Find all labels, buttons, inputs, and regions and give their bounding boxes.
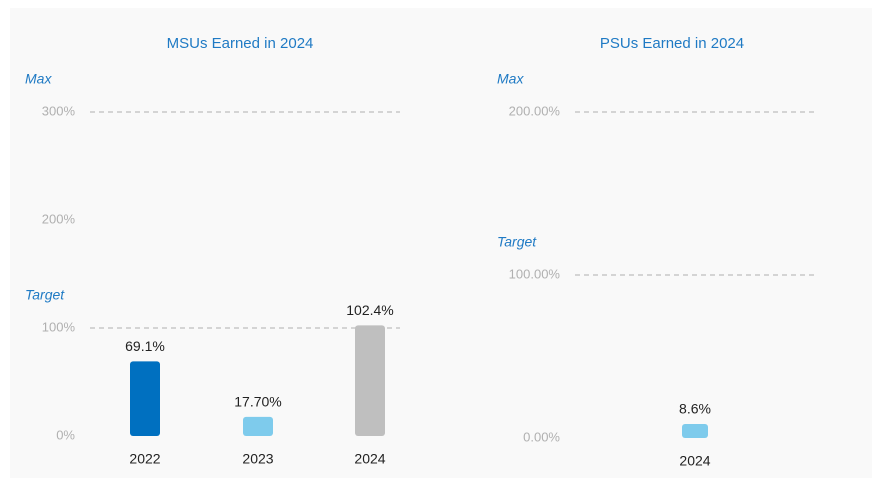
y-tick-label: 0.00% xyxy=(523,429,560,444)
reference-label: Target xyxy=(497,234,537,250)
bar xyxy=(682,423,708,438)
value-label: 69.1% xyxy=(125,338,165,354)
category-label: 2022 xyxy=(129,451,160,467)
y-tick-label: 300% xyxy=(42,103,76,118)
category-label: 2023 xyxy=(242,451,273,467)
reference-label: Target xyxy=(25,287,65,303)
chart-title: PSUs Earned in 2024 xyxy=(600,35,744,52)
reference-label: Max xyxy=(25,71,52,87)
y-tick-label: 200.00% xyxy=(509,103,561,118)
bar xyxy=(355,325,385,436)
category-label: 2024 xyxy=(679,453,710,469)
category-label: 2024 xyxy=(354,451,385,467)
bar xyxy=(130,361,160,436)
y-tick-label: 200% xyxy=(42,211,76,226)
bar xyxy=(243,416,273,436)
value-label: 17.70% xyxy=(234,394,281,410)
value-label: 8.6% xyxy=(679,401,711,417)
y-tick-label: 100.00% xyxy=(509,266,561,281)
y-tick-label: 100% xyxy=(42,319,76,334)
reference-label: Max xyxy=(497,71,524,87)
y-tick-label: 0% xyxy=(56,427,75,442)
chart-title: MSUs Earned in 2024 xyxy=(167,35,314,52)
value-label: 102.4% xyxy=(346,302,393,318)
